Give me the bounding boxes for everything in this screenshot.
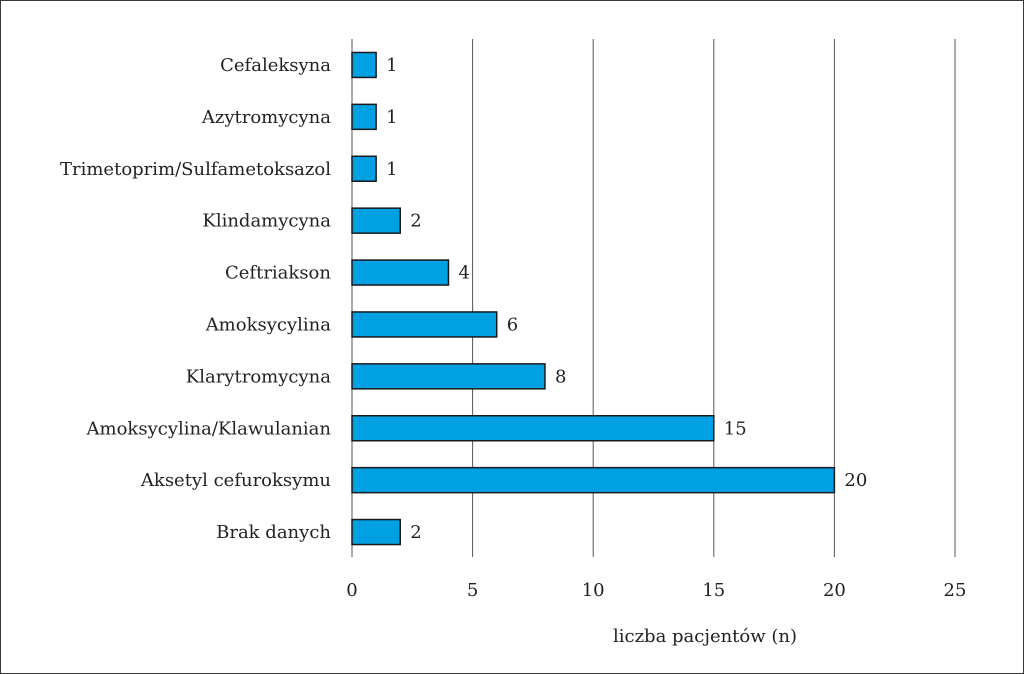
bar bbox=[351, 518, 401, 546]
category-label: Trimetoprim/Sulfametoksazol bbox=[60, 159, 331, 180]
category-labels: Cefaleksyna Azytromycyna Trimetoprim/Sulfa… bbox=[60, 55, 331, 543]
bar bbox=[351, 207, 401, 234]
value-labels: 1 1 1 2 4 6 8 15 20 2 bbox=[386, 55, 867, 543]
bar bbox=[351, 103, 377, 131]
bars bbox=[351, 51, 836, 546]
category-label: Amoksycylina bbox=[205, 314, 332, 335]
x-tick-label: 0 bbox=[346, 580, 357, 601]
bar bbox=[351, 51, 377, 79]
bar bbox=[351, 155, 377, 182]
category-label: Azytromycyna bbox=[201, 107, 331, 128]
x-axis-title: liczba pacjentów (n) bbox=[613, 626, 797, 647]
category-label: Cefaleksyna bbox=[220, 55, 331, 76]
value-label: 6 bbox=[507, 314, 518, 335]
value-label: 8 bbox=[555, 366, 566, 387]
bar bbox=[351, 415, 715, 442]
value-label: 4 bbox=[458, 263, 469, 284]
value-label: 2 bbox=[410, 211, 421, 232]
value-label: 2 bbox=[410, 522, 421, 543]
x-tick-label: 25 bbox=[944, 580, 967, 601]
x-tick-label: 20 bbox=[823, 580, 846, 601]
bar bbox=[351, 259, 450, 286]
bar bbox=[351, 466, 836, 494]
category-label: Brak danych bbox=[216, 522, 331, 543]
category-label: Klarytromycyna bbox=[186, 366, 331, 387]
value-label: 20 bbox=[844, 470, 867, 491]
category-label: Klindamycyna bbox=[202, 211, 331, 232]
value-label: 1 bbox=[386, 107, 397, 128]
value-label: 1 bbox=[386, 159, 397, 180]
x-tick-label: 10 bbox=[582, 580, 605, 601]
value-label: 1 bbox=[386, 55, 397, 76]
category-label: Aksetyl cefuroksymu bbox=[140, 470, 331, 491]
category-label: Amoksycylina/Klawulanian bbox=[86, 418, 332, 439]
category-label: Ceftriakson bbox=[225, 263, 331, 284]
bar bbox=[351, 311, 498, 338]
x-tick-label: 5 bbox=[467, 580, 478, 601]
value-label: 15 bbox=[724, 418, 747, 439]
x-tick-labels: 0 5 10 15 20 25 bbox=[346, 580, 966, 601]
bar bbox=[351, 363, 546, 390]
x-tick-label: 15 bbox=[702, 580, 725, 601]
